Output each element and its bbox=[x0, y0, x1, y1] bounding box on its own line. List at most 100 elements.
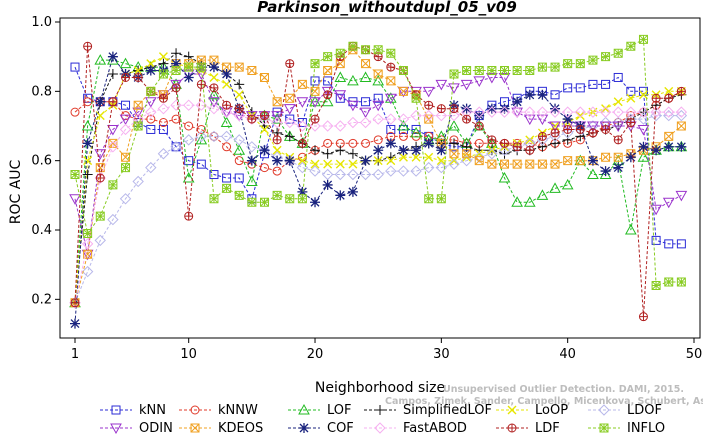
data-point-loop bbox=[209, 72, 219, 82]
data-point-cof bbox=[221, 69, 232, 79]
data-point-fastabod bbox=[220, 106, 233, 118]
data-point-ldof bbox=[435, 161, 448, 174]
data-point-kdeos bbox=[550, 159, 560, 169]
data-point-ldof bbox=[359, 168, 372, 181]
data-point-ldf bbox=[462, 114, 472, 124]
legend-item-fastabod: FastABOD bbox=[364, 421, 467, 434]
data-point-knnw bbox=[373, 135, 383, 145]
x-tick-label: 20 bbox=[307, 347, 324, 362]
data-point-inflo bbox=[601, 52, 611, 62]
plot-frame bbox=[59, 17, 701, 339]
data-point-inflo bbox=[474, 66, 484, 76]
data-point-odin bbox=[384, 93, 397, 105]
data-point-cof bbox=[284, 155, 295, 166]
data-point-ldof bbox=[612, 116, 624, 129]
data-point-knn bbox=[373, 93, 383, 103]
data-point-ldf bbox=[247, 114, 257, 124]
data-point-odin bbox=[296, 97, 309, 108]
legend-item-lof: LOF bbox=[288, 403, 352, 418]
data-point-knnw bbox=[348, 138, 358, 148]
data-point-knn bbox=[209, 170, 219, 180]
data-point-cof bbox=[82, 138, 93, 149]
data-point-ldf bbox=[70, 298, 80, 308]
data-point-cof bbox=[663, 141, 674, 152]
series-fastabod bbox=[69, 99, 688, 309]
data-point-odin bbox=[536, 114, 549, 126]
data-point-ldof bbox=[385, 165, 397, 177]
data-point-kdeos bbox=[234, 62, 244, 72]
data-point-simplifiedlof bbox=[171, 48, 182, 59]
data-point-ldf bbox=[537, 131, 547, 141]
data-point-ldof bbox=[94, 234, 106, 247]
data-point-loop bbox=[323, 159, 333, 169]
data-point-ldf bbox=[575, 124, 585, 134]
legend-label: kNN bbox=[139, 403, 166, 418]
data-point-cof bbox=[486, 103, 497, 114]
data-point-odin bbox=[637, 124, 650, 136]
data-point-cof bbox=[297, 186, 308, 197]
data-point-ldf bbox=[386, 62, 396, 72]
data-point-inflo bbox=[626, 41, 636, 51]
legend-label: LDF bbox=[535, 421, 560, 434]
data-point-inflo bbox=[449, 69, 459, 79]
data-point-knn bbox=[121, 100, 131, 110]
legend-item-knn: kNN bbox=[100, 403, 166, 418]
data-point-ldof bbox=[448, 158, 460, 170]
data-point-lof bbox=[397, 119, 410, 131]
series-line-ldof bbox=[74, 115, 682, 303]
data-point-simplifiedlof bbox=[322, 148, 333, 159]
data-point-ldf bbox=[525, 145, 535, 155]
data-point-kdeos bbox=[424, 114, 434, 124]
data-point-inflo bbox=[487, 66, 497, 76]
data-point-lof bbox=[208, 88, 220, 100]
data-point-knn bbox=[563, 83, 573, 93]
data-point-loop bbox=[638, 90, 648, 100]
data-point-ldof bbox=[220, 130, 233, 143]
chart-title: Parkinson_withoutdupl_05_v09 bbox=[257, 0, 517, 16]
data-point-lof bbox=[81, 119, 94, 131]
data-point-kdeos bbox=[310, 86, 320, 96]
data-point-knn bbox=[651, 235, 661, 245]
legend-label: kNNW bbox=[218, 403, 258, 418]
x-tick-label: 30 bbox=[433, 347, 450, 362]
data-point-ldof bbox=[423, 161, 435, 174]
data-point-ldof bbox=[321, 168, 334, 181]
data-point-cof bbox=[613, 162, 624, 173]
data-point-knn bbox=[550, 90, 560, 100]
data-point-kdeos bbox=[449, 149, 459, 159]
y-tick-label: 0.2 bbox=[31, 292, 52, 307]
data-point-inflo bbox=[348, 41, 358, 51]
data-point-lof bbox=[549, 182, 561, 193]
data-point-fastabod bbox=[145, 106, 157, 118]
data-point-knn bbox=[361, 97, 371, 107]
data-point-odin bbox=[523, 114, 536, 126]
data-point-cof bbox=[272, 155, 283, 166]
y-axis-label: ROC AUC bbox=[8, 159, 24, 224]
legend-label: LDOF bbox=[627, 403, 662, 418]
data-point-lof bbox=[233, 144, 246, 155]
data-point-odin bbox=[435, 79, 448, 91]
data-point-knn bbox=[146, 124, 156, 134]
data-point-inflo bbox=[335, 48, 345, 58]
data-point-knnw bbox=[184, 121, 194, 131]
data-point-odin bbox=[460, 79, 473, 91]
series-simplifiedlof bbox=[70, 48, 687, 308]
data-point-knn bbox=[158, 124, 168, 134]
data-point-cof bbox=[474, 110, 485, 121]
data-point-ldof bbox=[182, 134, 195, 146]
data-point-ldf bbox=[121, 72, 131, 82]
data-point-ldof bbox=[309, 165, 321, 177]
series-group bbox=[69, 34, 688, 329]
data-point-loop bbox=[297, 156, 307, 166]
data-point-fastabod bbox=[119, 123, 132, 136]
data-point-lof bbox=[372, 74, 385, 86]
data-point-cof bbox=[398, 145, 409, 156]
data-point-knn bbox=[272, 107, 282, 117]
data-point-cof bbox=[246, 155, 257, 166]
data-point-cof bbox=[562, 114, 573, 125]
legend-item-ldof: LDOF bbox=[588, 403, 662, 418]
data-point-kdeos bbox=[209, 55, 219, 65]
data-point-inflo bbox=[664, 277, 674, 287]
data-point-cof bbox=[360, 155, 371, 166]
